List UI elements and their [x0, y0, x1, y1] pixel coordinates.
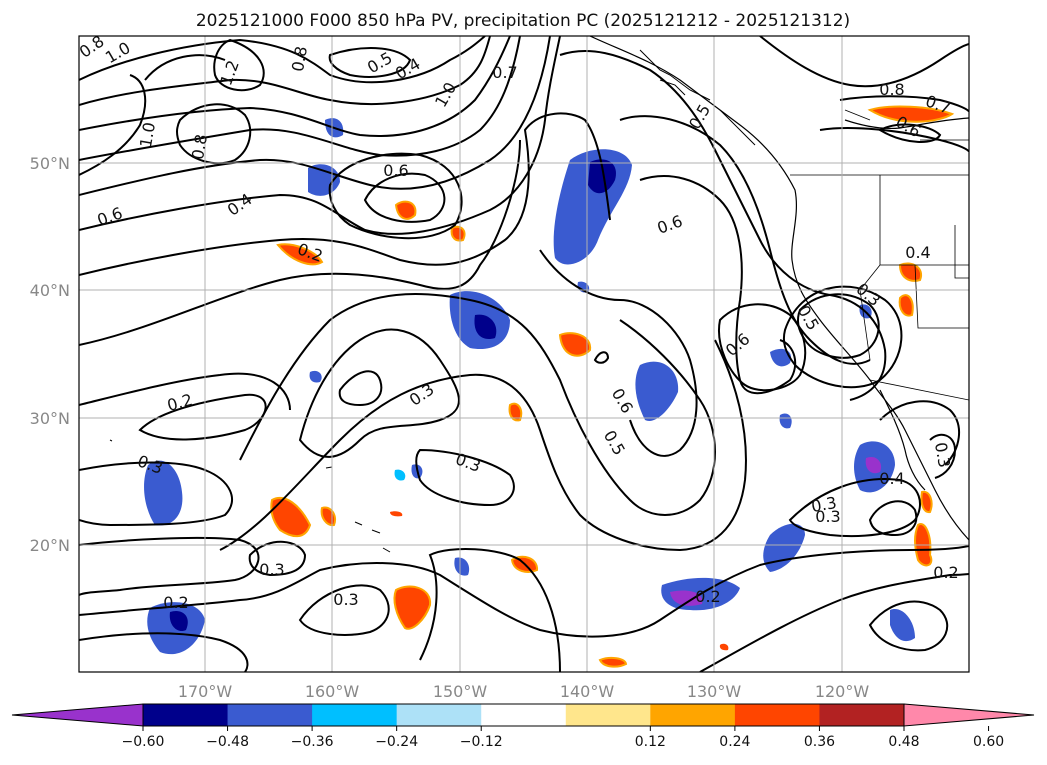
- graticule: [79, 36, 969, 672]
- colorbar-segment: [819, 704, 905, 726]
- pv-contours: [79, 36, 969, 672]
- contour-label: 0.8: [288, 45, 311, 73]
- contour-label: 0.2: [163, 593, 188, 612]
- colorbar-tick-label: 0.60: [973, 734, 1004, 750]
- colorbar-segment: [396, 704, 482, 726]
- colorbar-tick-label: 0.24: [719, 734, 750, 750]
- contour-label: 0.3: [931, 441, 954, 469]
- colorbar-tick-label: −0.24: [375, 734, 418, 750]
- colorbar-segment: [312, 704, 398, 726]
- colorbar-tick-label: −0.48: [206, 734, 249, 750]
- lon-tick-label: 160°W: [305, 682, 360, 701]
- contour-label: 0.3: [815, 507, 840, 526]
- longitude-tick-labels: 170°W 160°W 150°W 140°W 130°W 120°W: [178, 682, 870, 701]
- political-borders: [790, 109, 969, 401]
- lon-tick-label: 130°W: [687, 682, 742, 701]
- colorbar-tick-label: 0.48: [888, 734, 919, 750]
- colorbar-segment: [227, 704, 313, 726]
- map-background: [79, 36, 969, 672]
- contour-label: 0.6: [383, 161, 408, 180]
- contour-label: 0.2: [933, 563, 958, 582]
- colorbar-frame: [142, 703, 905, 727]
- colorbar-tick-label: 0.36: [804, 734, 835, 750]
- contour-label: 0.8: [188, 133, 211, 161]
- colorbar-segment: [565, 704, 651, 726]
- islands: [109, 49, 756, 553]
- lat-tick-label: 20°N: [30, 536, 70, 555]
- colorbar-segment: [650, 704, 736, 726]
- colorbar-segment: [143, 704, 229, 726]
- colorbar: −0.60 −0.48 −0.36 −0.24 −0.12 0.12 0.24 0.36 0.4…: [11, 703, 1035, 750]
- contour-label: 0.7: [492, 63, 517, 82]
- colorbar-segment: [734, 704, 820, 726]
- contour-label: 0.4: [879, 469, 904, 488]
- colorbar-extend-max: [903, 703, 1035, 727]
- colorbar-tick-label: −0.12: [460, 734, 503, 750]
- lat-tick-label: 30°N: [30, 409, 70, 428]
- map-title: 2025121000 F000 850 hPa PV, precipitatio…: [196, 11, 850, 31]
- map-panel: 0.81.01.2 0.81.0 0.80.50.41.00.70.40.60.60…: [78, 35, 970, 673]
- colorbar-extend-min: [11, 703, 144, 727]
- colorbar-tick-label: −0.60: [122, 734, 165, 750]
- lat-tick-label: 40°N: [30, 281, 70, 300]
- contour-label: 0.8: [879, 80, 904, 99]
- contour-label: 0.3: [333, 590, 358, 609]
- lon-tick-label: 170°W: [178, 682, 233, 701]
- map-frame: [78, 35, 970, 673]
- lon-tick-label: 120°W: [815, 682, 870, 701]
- lon-tick-label: 150°W: [433, 682, 488, 701]
- contour-label: 0.3: [259, 560, 284, 579]
- contour-label: 0.2: [695, 587, 720, 606]
- latitude-tick-labels: 50°N 40°N 30°N 20°N: [30, 154, 70, 555]
- colorbar-segment: [481, 704, 567, 726]
- contour-label: 0.3: [810, 493, 838, 516]
- lon-tick-label: 140°W: [560, 682, 615, 701]
- contour-label: 1.0: [136, 121, 159, 149]
- colorbar-tick-label: −0.36: [291, 734, 334, 750]
- colorbar-tick-label: 0.12: [635, 734, 666, 750]
- contour-label: 0.4: [905, 243, 930, 262]
- lat-tick-label: 50°N: [30, 154, 70, 173]
